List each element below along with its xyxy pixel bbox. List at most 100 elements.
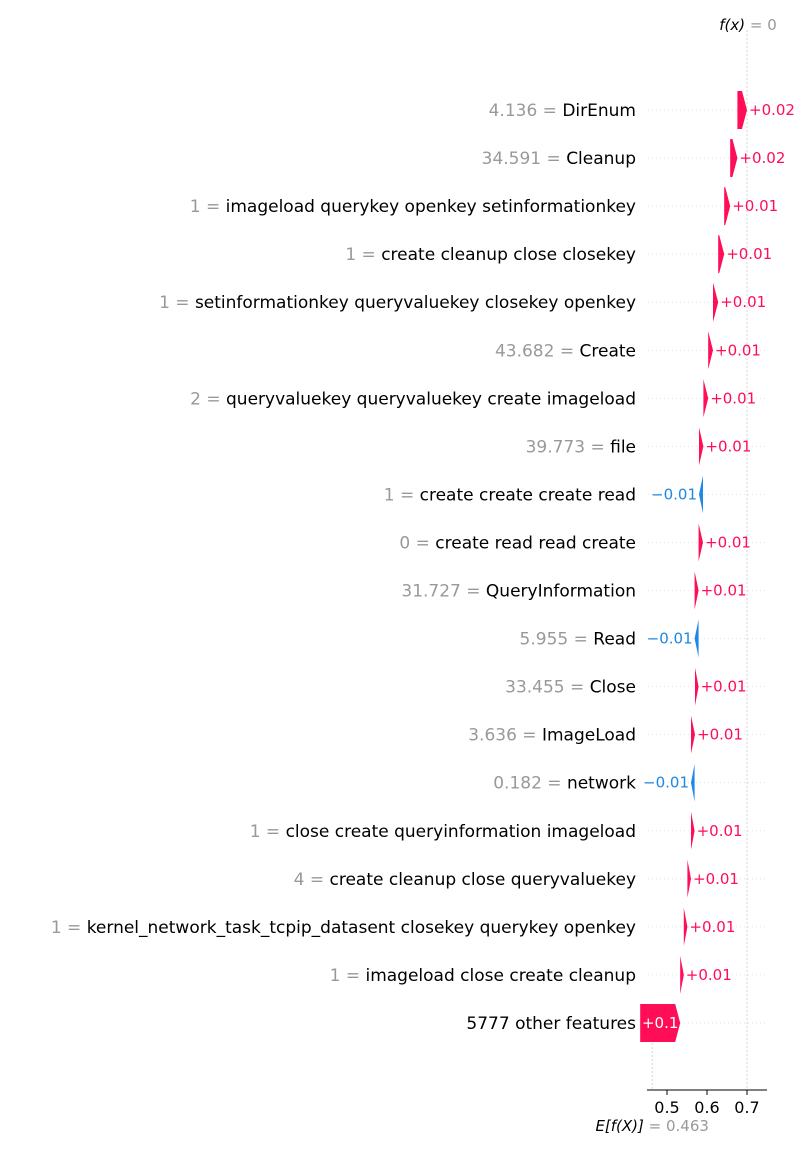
positive-contribution-bar (640, 1003, 681, 1042)
positive-contribution-bar (691, 715, 695, 754)
positive-contribution-bar (680, 955, 684, 994)
contribution-label: +0.02 (739, 149, 785, 167)
feature-label: 1 = create cleanup close closekey (345, 245, 636, 265)
feature-name: imageload close create cleanup (365, 966, 636, 986)
feature-name: create cleanup close queryvaluekey (329, 870, 636, 890)
contribution-label: +0.01 (705, 437, 751, 455)
feature-label: 4.136 = DirEnum (489, 101, 636, 121)
contribution-label: +0.01 (715, 341, 761, 359)
positive-contribution-bar (687, 859, 691, 898)
positive-contribution-bar (713, 283, 719, 322)
feature-label: 31.727 = QueryInformation (401, 582, 636, 602)
contribution-label: +0.01 (705, 533, 751, 551)
positive-contribution-bar (718, 235, 725, 274)
feature-label: 4 = create cleanup close queryvaluekey (294, 870, 636, 890)
contribution-label: −0.01 (647, 630, 693, 648)
feature-value: 1 = (384, 485, 420, 505)
contribution-label: +0.01 (689, 918, 735, 936)
feature-value: 1 = (330, 966, 366, 986)
feature-value: 1 = (190, 197, 226, 217)
feature-value: 2 = (190, 389, 226, 409)
contribution-label: +0.01 (720, 293, 766, 311)
feature-value: 1 = (345, 245, 381, 265)
fx-value: = 0 (750, 16, 777, 34)
feature-name: QueryInformation (486, 582, 636, 602)
feature-name: DirEnum (562, 101, 636, 121)
feature-name: setinformationkey queryvaluekey closekey… (195, 293, 636, 313)
contribution-label: −0.01 (643, 774, 689, 792)
feature-value: 4 = (294, 870, 330, 890)
feature-value: 43.682 = (495, 341, 580, 361)
x-axis: 0.5 0.6 0.7 E[f(X)] = 0.463 (595, 1089, 767, 1135)
feature-name: network (567, 774, 636, 794)
feature-value: 0 = (399, 533, 435, 553)
positive-contribution-bar (708, 331, 713, 370)
x-tick-label: 0.6 (694, 1098, 719, 1117)
feature-label: 1 = imageload querykey openkey setinform… (190, 197, 636, 217)
fx-symbol: f(x) (719, 16, 750, 34)
fx-annotation: f(x) = 0 (719, 16, 777, 34)
feature-name: create create create read (420, 485, 636, 505)
positive-contribution-bar (699, 427, 704, 466)
positive-contribution-bar (694, 571, 699, 610)
feature-name: file (610, 437, 636, 457)
contribution-label: +0.01 (697, 726, 743, 744)
feature-label: 2 = queryvaluekey queryvaluekey create i… (190, 389, 636, 409)
feature-value: 34.591 = (482, 149, 567, 169)
positive-contribution-bar (703, 379, 709, 418)
positive-contribution-bar (730, 139, 738, 178)
positive-contribution-bar (683, 907, 688, 946)
feature-name: close create queryinformation imageload (286, 822, 636, 842)
feature-name: kernel_network_task_tcpip_datasent close… (87, 918, 636, 938)
negative-contribution-bar (699, 475, 703, 514)
contribution-label: +0.01 (710, 389, 756, 407)
feature-label: 1 = setinformationkey queryvaluekey clos… (159, 293, 636, 313)
contribution-label: +0.01 (701, 678, 747, 696)
feature-name: Create (580, 341, 637, 361)
fx-label: f(x) = 0 (719, 16, 777, 34)
feature-label: 3.636 = ImageLoad (468, 726, 636, 746)
feature-name: ImageLoad (542, 726, 636, 746)
contribution-label: +0.01 (697, 822, 743, 840)
feature-value: 1 = (250, 822, 286, 842)
positive-contribution-bar (691, 811, 695, 850)
feature-label: 0 = create read read create (399, 533, 636, 553)
feature-label: 43.682 = Create (495, 341, 636, 361)
feature-name: Cleanup (566, 149, 636, 169)
feature-label: 5.955 = Read (520, 630, 636, 650)
contribution-label: +0.01 (693, 870, 739, 888)
negative-contribution-bar (694, 619, 699, 658)
feature-label: 1 = create create create read (384, 485, 636, 505)
feature-value: 4.136 = (489, 101, 563, 121)
feature-name: Close (590, 678, 636, 698)
feature-label: 39.773 = file (526, 437, 636, 457)
contribution-label: +0.01 (686, 966, 732, 984)
feature-value: 5.955 = (520, 630, 594, 650)
feature-value: 31.727 = (401, 582, 486, 602)
contribution-label: +0.01 (732, 197, 778, 215)
feature-value: 33.455 = (505, 678, 590, 698)
feature-label: 1 = close create queryinformation imagel… (250, 822, 636, 842)
contribution-label: +0.1 (642, 1014, 678, 1032)
feature-label: 33.455 = Close (505, 678, 636, 698)
feature-label: 0.182 = network (493, 774, 636, 794)
base-value-label: E[f(X)] = 0.463 (595, 1117, 709, 1135)
feature-label: 1 = imageload close create cleanup (330, 966, 636, 986)
contribution-label: −0.01 (651, 485, 697, 503)
base-value-number: = 0.463 (649, 1117, 709, 1135)
feature-label: 5777 other features (466, 1014, 636, 1034)
x-tick-label: 0.5 (654, 1098, 679, 1117)
contribution-label: +0.01 (701, 582, 747, 600)
feature-name: Read (593, 630, 636, 650)
feature-label: 34.591 = Cleanup (482, 149, 636, 169)
feature-value: 3.636 = (468, 726, 542, 746)
contribution-label: +0.01 (726, 245, 772, 263)
grid-layer (648, 30, 765, 1090)
feature-name: create cleanup close closekey (381, 245, 636, 265)
feature-value: 1 = (51, 918, 87, 938)
feature-value: 0.182 = (493, 774, 567, 794)
negative-contribution-bar (691, 763, 695, 802)
feature-value: 1 = (159, 293, 195, 313)
base-value-symbol: E[f(X)] (595, 1117, 648, 1135)
